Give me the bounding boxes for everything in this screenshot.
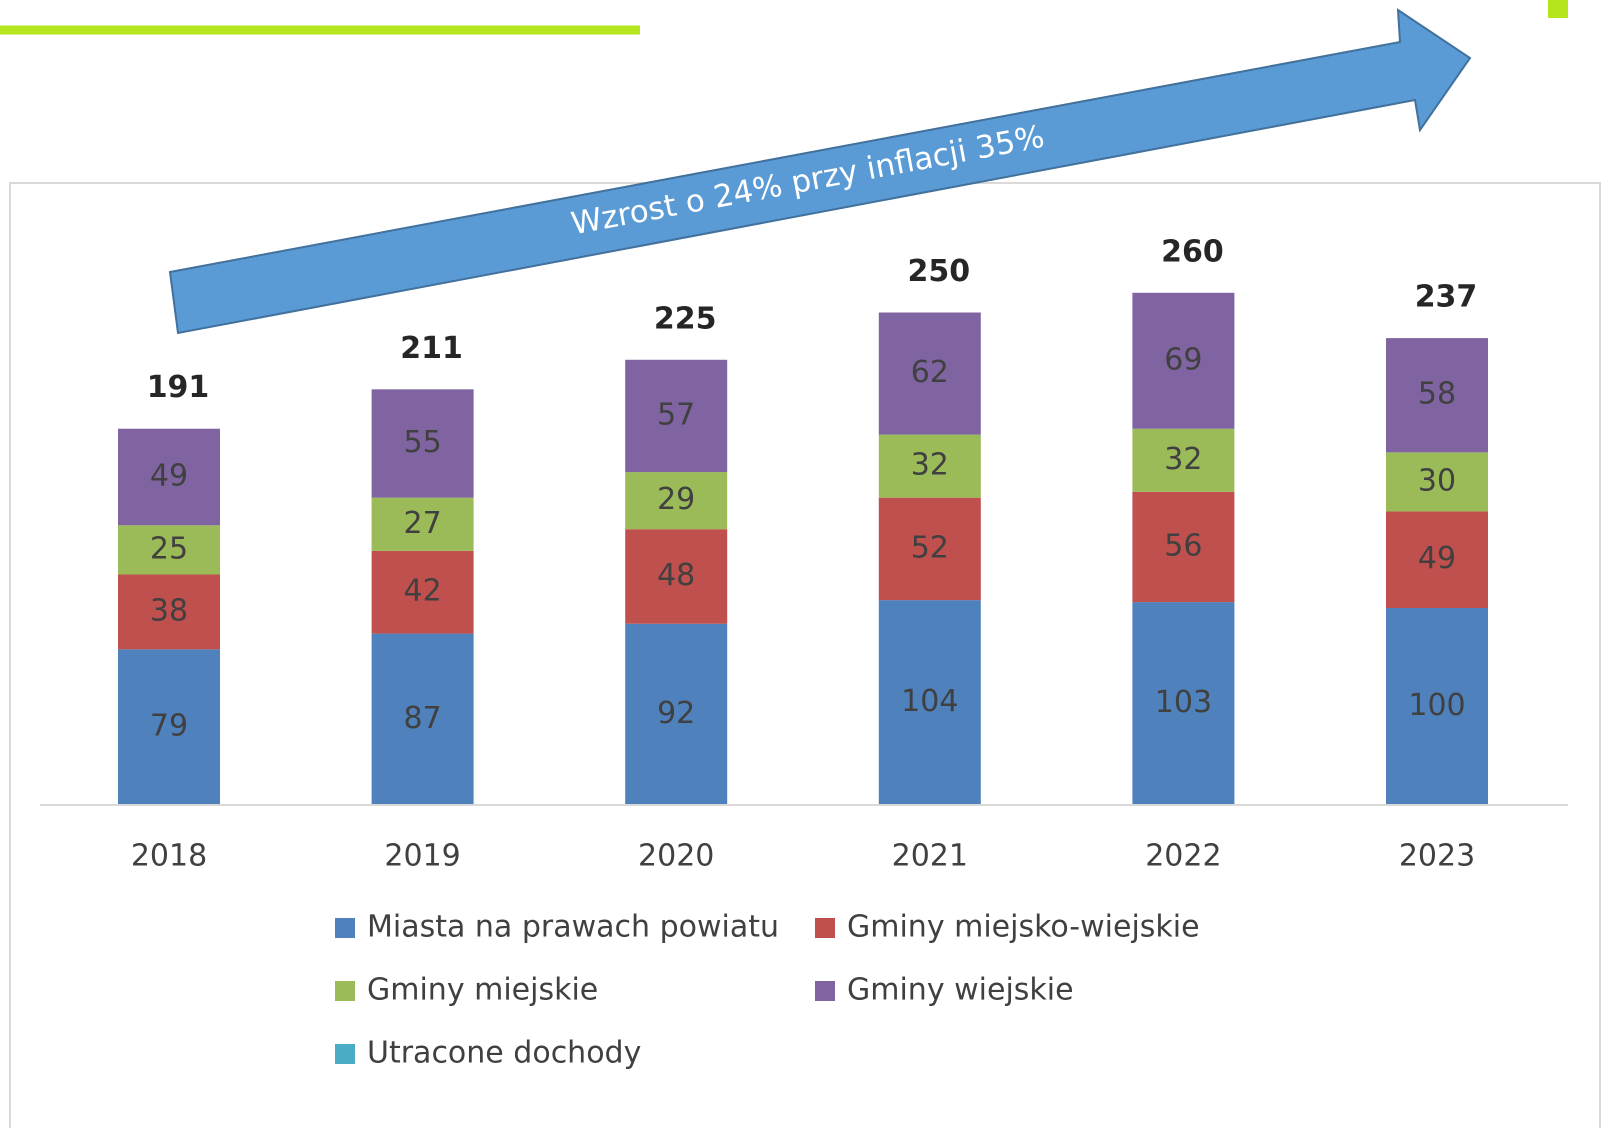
- legend-label: Miasta na prawach powiatu: [367, 910, 779, 945]
- data-label: 42: [404, 574, 442, 609]
- bar-segment: [878, 497, 981, 601]
- corner-accent: [1548, 0, 1568, 18]
- total-label: 237: [1415, 280, 1478, 315]
- bar-segment: [1386, 608, 1488, 805]
- data-label: 49: [1418, 541, 1456, 576]
- bar-segment: [625, 529, 728, 624]
- trend-arrow: [168, 8, 1472, 335]
- bar-segment: [371, 633, 474, 805]
- data-label: 48: [657, 558, 695, 593]
- bar-segment: [878, 600, 981, 805]
- bar-segment: [878, 434, 981, 498]
- bar-segment: [1132, 602, 1235, 805]
- x-tick-label: 2022: [1145, 839, 1221, 874]
- total-label: 225: [654, 301, 717, 336]
- data-label: 56: [1164, 528, 1202, 563]
- data-label: 103: [1155, 685, 1212, 720]
- bar-segment: [118, 525, 220, 575]
- bar-segment: [1132, 428, 1235, 492]
- bar-segment: [625, 472, 728, 530]
- legend-swatch: [815, 918, 835, 938]
- bar-segment: [371, 389, 474, 498]
- bar-segment: [1132, 292, 1235, 429]
- bar-segment: [1386, 452, 1488, 512]
- x-tick-label: 2019: [384, 839, 460, 874]
- data-label: 62: [911, 355, 949, 390]
- data-label: 92: [657, 696, 695, 731]
- legend-label: Gminy miejskie: [367, 973, 598, 1008]
- bar-segment: [1386, 511, 1488, 608]
- legend-swatch: [815, 981, 835, 1001]
- data-label: 32: [911, 448, 949, 483]
- data-label: 49: [150, 458, 188, 493]
- total-label: 260: [1161, 234, 1224, 269]
- bar-segment: [118, 649, 220, 805]
- plot-frame: [9, 182, 1601, 1128]
- total-label: 191: [147, 370, 210, 405]
- legend-swatch: [335, 981, 355, 1001]
- bar-segment: [1386, 338, 1488, 453]
- data-label: 55: [404, 425, 442, 460]
- bar-segment: [1132, 491, 1235, 603]
- legend-label: Gminy miejsko-wiejskie: [847, 910, 1200, 945]
- legend-swatch: [335, 918, 355, 938]
- x-tick-label: 2021: [892, 839, 968, 874]
- data-label: 104: [901, 684, 958, 719]
- x-tick-label: 2018: [131, 839, 207, 874]
- legend-label: Utracone dochody: [367, 1036, 641, 1071]
- bar-segment: [625, 359, 728, 473]
- total-label: 250: [907, 254, 970, 289]
- bar-segment: [118, 428, 220, 526]
- total-label: 211: [400, 331, 463, 366]
- data-label: 100: [1408, 688, 1465, 723]
- data-label: 38: [150, 593, 188, 628]
- x-tick-label: 2020: [638, 839, 714, 874]
- bar-segment: [878, 312, 981, 435]
- data-label: 57: [657, 397, 695, 432]
- data-label: 58: [1418, 377, 1456, 412]
- x-tick-label: 2023: [1399, 839, 1475, 874]
- data-label: 69: [1164, 342, 1202, 377]
- marks: [118, 292, 1488, 805]
- data-label: 25: [150, 531, 188, 566]
- legend-swatch: [335, 1044, 355, 1064]
- bar-segment: [371, 497, 474, 551]
- data-label: 30: [1418, 463, 1456, 498]
- data-label: 29: [657, 482, 695, 517]
- data-label: 52: [911, 530, 949, 565]
- data-label: 32: [1164, 442, 1202, 477]
- legend-label: Gminy wiejskie: [847, 973, 1074, 1008]
- data-label: 27: [404, 506, 442, 541]
- bar-segment: [371, 550, 474, 634]
- data-label: 87: [404, 701, 442, 736]
- bar-segment: [118, 574, 220, 650]
- data-label: 79: [150, 709, 188, 744]
- bar-segment: [625, 623, 728, 805]
